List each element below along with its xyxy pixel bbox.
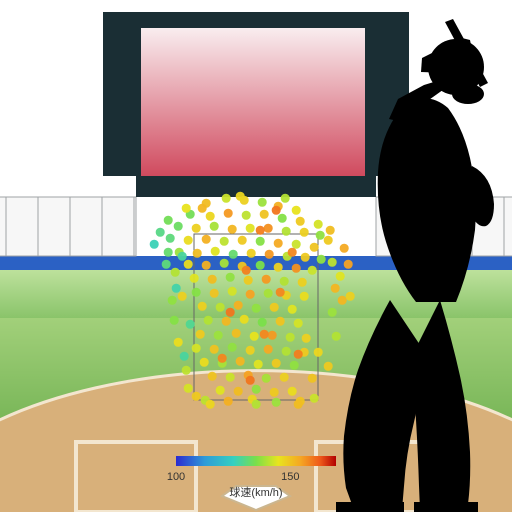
color-legend — [0, 0, 512, 512]
legend-title: 球速(km/h) — [0, 484, 512, 500]
